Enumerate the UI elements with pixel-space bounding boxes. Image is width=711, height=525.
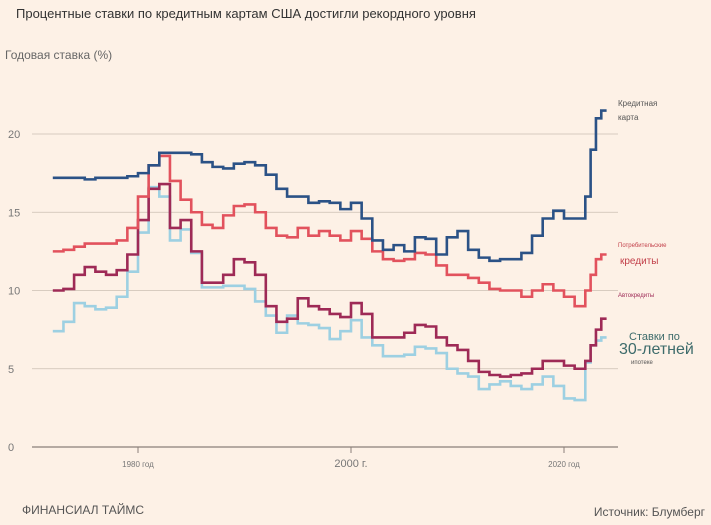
x-tick-label: 2020 год bbox=[548, 460, 580, 469]
y-tick-label: 20 bbox=[8, 129, 20, 141]
series-line-2 bbox=[52, 182, 607, 378]
label-credit-card-2: карта bbox=[618, 113, 639, 122]
label-mortgage-1: Ставки по bbox=[629, 331, 680, 343]
ft-logo: ФИНАНСИАЛ ТАЙМС bbox=[22, 503, 145, 517]
label-consumer-1: Потребительские bbox=[618, 243, 667, 249]
y-tick-label: 0 bbox=[8, 442, 14, 454]
series-line-3 bbox=[52, 185, 607, 402]
label-credit-card-1: Кредитная bbox=[618, 99, 658, 108]
label-consumer-2: кредиты bbox=[620, 256, 659, 267]
y-tick-label: 15 bbox=[8, 207, 20, 219]
x-tick-label: 1980 год bbox=[122, 460, 154, 469]
label-mortgage-2: 30-летней bbox=[619, 341, 694, 358]
y-axis-label: Годовая ставка (%) bbox=[5, 48, 113, 62]
series-line-1 bbox=[52, 154, 607, 308]
y-tick-label: 10 bbox=[8, 286, 20, 298]
chart-title: Процентные ставки по кредитным картам СШ… bbox=[16, 6, 476, 21]
y-tick-label: 5 bbox=[8, 364, 14, 376]
label-mortgage-3: ипотеке bbox=[631, 360, 653, 366]
source-note: Источник: Блумберг bbox=[593, 505, 705, 519]
x-tick-label: 2000 г. bbox=[334, 458, 367, 470]
series-line-0 bbox=[52, 109, 607, 263]
label-auto: Автокредиты bbox=[618, 293, 655, 299]
